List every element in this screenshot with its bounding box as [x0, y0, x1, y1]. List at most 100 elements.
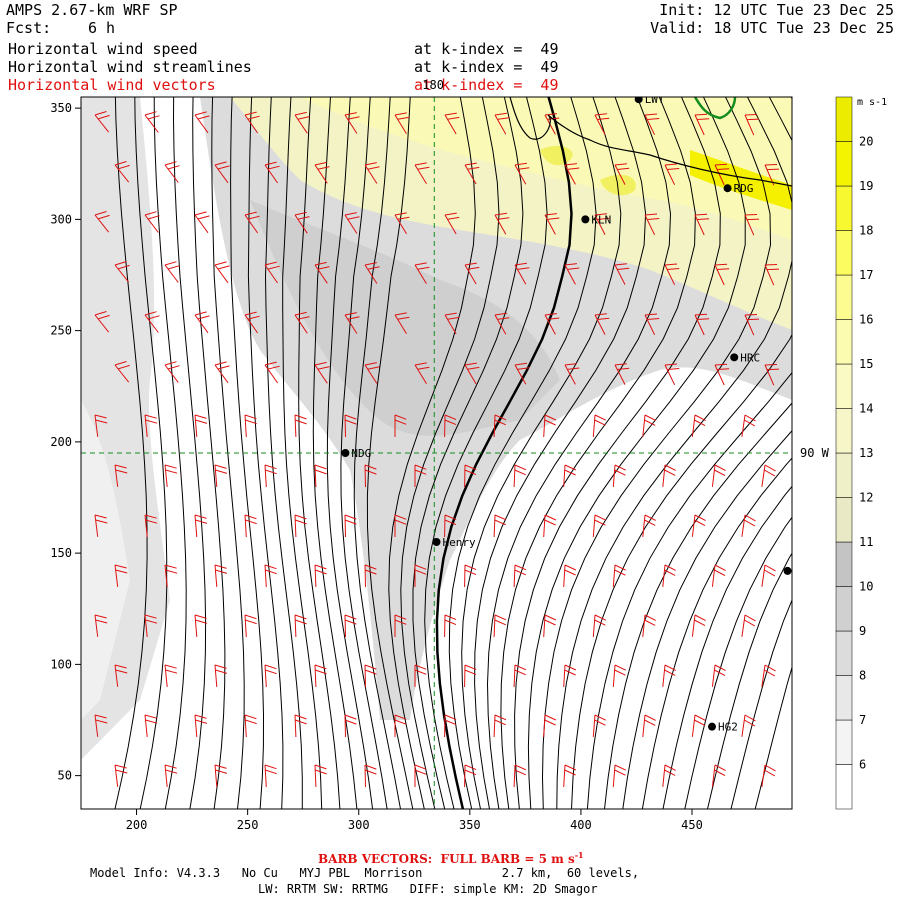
wind-barb [444, 312, 460, 335]
station-marker [634, 97, 643, 104]
x-tick-label: 400 [570, 818, 592, 832]
wind-barb [144, 111, 160, 133]
wind-barb [294, 514, 307, 538]
wind-barb [612, 664, 627, 687]
colorbar-label: 7 [859, 713, 866, 727]
y-tick-label: 350 [50, 101, 72, 115]
wind-barb [594, 113, 610, 135]
wind-barb [144, 311, 160, 333]
wind-barb [761, 564, 776, 587]
wind-barb [612, 564, 627, 587]
colorbar-label: 17 [859, 268, 873, 282]
streamline [230, 97, 265, 809]
wind-barb [264, 764, 277, 788]
wind-barb [364, 764, 377, 788]
wind-barb [493, 614, 507, 638]
wind-barb [344, 312, 360, 334]
x-tick-label: 200 [126, 818, 148, 832]
streamline [500, 97, 696, 809]
wind-barb [711, 764, 726, 787]
wind-barb [394, 514, 407, 537]
wind-barb [364, 464, 377, 488]
colorbar-swatch [835, 497, 853, 543]
field-vectors: Horizontal wind vectors [8, 76, 216, 94]
wind-barb [691, 514, 706, 537]
streamline [298, 97, 341, 809]
streamline [514, 97, 721, 809]
wind-barb [194, 211, 210, 234]
streamline [754, 665, 792, 809]
wind-barb [594, 313, 610, 335]
valid-time: Valid: 18 UTC Tue 23 Dec 25 [650, 19, 894, 37]
streamline [114, 97, 148, 809]
wind-barb [214, 664, 228, 687]
colorbar-label: 9 [859, 624, 866, 638]
streamline [353, 97, 401, 809]
colorbar-label: 16 [859, 313, 873, 327]
streamline [448, 97, 597, 809]
x-tick-label: 300 [348, 818, 370, 832]
wind-barb [194, 514, 208, 537]
y-tick-label: 100 [50, 657, 72, 671]
wind-barb [664, 163, 680, 186]
wind-barb [714, 163, 730, 186]
wind-barb [364, 162, 380, 184]
wind-barb [711, 564, 726, 587]
y-axis: 50 100 150 200 250 300 350 [50, 101, 81, 783]
wind-barb [144, 614, 158, 637]
streamline [641, 457, 792, 809]
wind-barbs [94, 111, 780, 788]
streamline [340, 97, 388, 809]
wind-barb [394, 414, 407, 437]
wind-barb [194, 311, 210, 334]
field-streamlines-level: at k-index = 49 [414, 58, 559, 76]
wind-barb [194, 414, 208, 437]
wind-barb [394, 312, 410, 334]
wind-barb [244, 714, 257, 738]
x-tick-label: 250 [237, 818, 259, 832]
wind-barb [394, 614, 407, 637]
wind-barb [114, 464, 128, 487]
wind-barb [764, 264, 780, 286]
wind-barb [464, 664, 477, 688]
station-label: NDG [351, 447, 371, 460]
wind-barb [642, 614, 656, 637]
wind-barb [493, 514, 507, 538]
wind-barb [664, 263, 680, 286]
station-label: Henry [443, 536, 476, 549]
model-title: AMPS 2.67-km WRF SP [6, 1, 178, 19]
wind-barb [214, 261, 230, 284]
wind-barb [114, 261, 130, 283]
wind-barb [414, 262, 430, 284]
wind-barb [564, 163, 580, 185]
wind-barb [493, 714, 507, 738]
colorbar-swatch [835, 141, 853, 187]
streamline [527, 97, 746, 809]
wind-barb [314, 764, 327, 788]
wind-barb [414, 362, 430, 384]
forecast-label: Fcst: [6, 19, 52, 37]
wind-barb [414, 564, 427, 587]
wind-barb [592, 614, 607, 637]
wind-barb [464, 262, 480, 285]
wind-barb [314, 464, 327, 488]
colorbar-swatch [835, 764, 853, 810]
streamline [134, 97, 168, 809]
wind-barb [114, 664, 128, 687]
station-label: HG2 [718, 721, 738, 734]
plot-area: NDG Henry KLN RDG HRC HG2 LWT [81, 97, 792, 809]
wind-streamlines [114, 97, 792, 809]
wind-barb [144, 514, 158, 537]
streamline [264, 97, 303, 809]
wind-barb [744, 314, 760, 336]
wind-barb [494, 112, 510, 135]
wind-barb [694, 113, 710, 136]
wind-barb [414, 162, 430, 184]
y-tick-label: 300 [50, 212, 72, 226]
wind-barb [644, 313, 660, 336]
streamline [247, 97, 284, 809]
wind-barb [444, 614, 457, 638]
coastline [509, 97, 792, 187]
wind-barb [514, 362, 530, 385]
streamline [192, 97, 226, 809]
